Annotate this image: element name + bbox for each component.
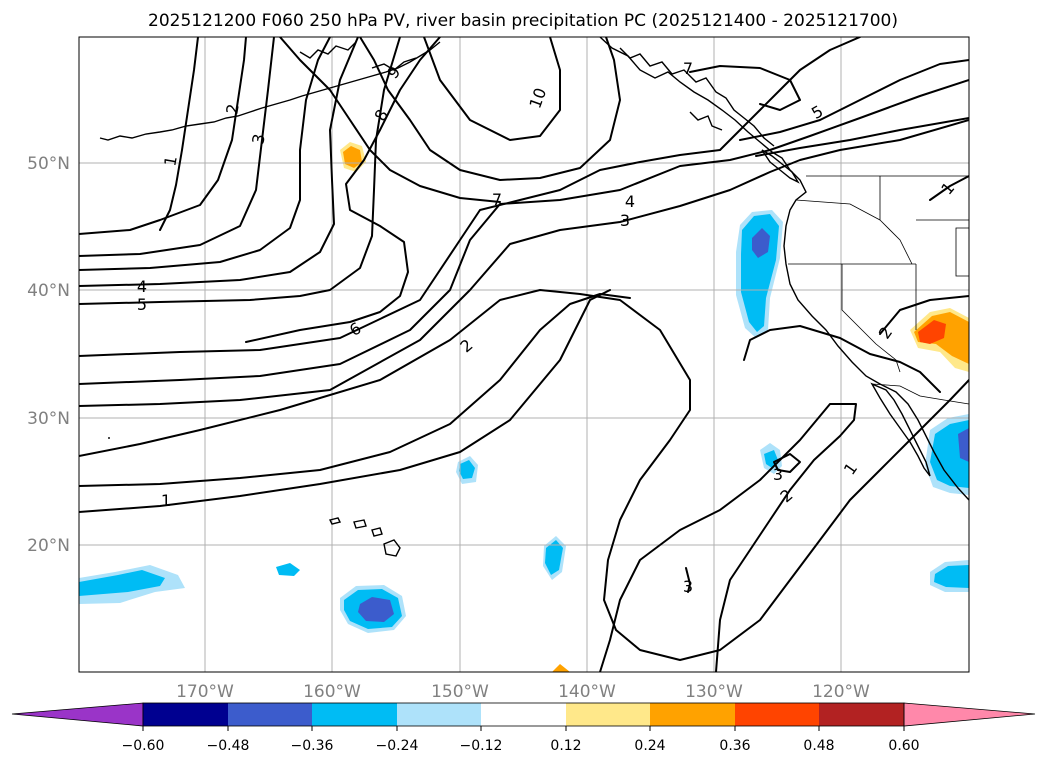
colorbar-cell-3: [312, 703, 397, 726]
contour-9: [359, 37, 621, 181]
lon-label-120w: 120°W: [812, 682, 870, 702]
contour-7-top: [279, 37, 501, 203]
precip-anomaly-small-3: [276, 563, 300, 576]
contour-7: [79, 37, 861, 357]
contour-2-southwest: [879, 295, 969, 335]
gridlines: [79, 37, 969, 672]
colorbar-cell-5: [481, 703, 566, 726]
precip-anomaly-bottom: [552, 664, 570, 672]
coast-north-america: [599, 37, 969, 501]
colorbar-tick-7: 0.36: [719, 738, 750, 754]
colorbar-tick-5: 0.12: [550, 738, 581, 754]
map-frame: [78, 36, 970, 673]
lat-label-40n: 40°N: [27, 281, 70, 301]
lon-label-150w: 150°W: [431, 682, 489, 702]
colorbar-tick-8: 0.48: [803, 738, 834, 754]
contour-label-3-tiny: 3: [683, 577, 693, 596]
political-borders: [788, 175, 969, 405]
contour-3: [79, 119, 969, 407]
colorbar-tick-2: −0.36: [291, 738, 334, 754]
coast-aleutians: [99, 41, 441, 141]
contour-1-mid: [79, 293, 631, 487]
contour-1-west: [159, 37, 199, 231]
contour-10: [423, 37, 561, 141]
colorbar-tick-3: −0.24: [376, 738, 419, 754]
figure-title: 2025121200 F060 250 hPa PV, river basin …: [148, 11, 898, 31]
colorbar-tick-0: −0.60: [122, 738, 165, 754]
contour-label-4-east: 4: [625, 192, 635, 211]
lon-label-140w: 140°W: [558, 682, 616, 702]
contour-label-2-west: 2: [222, 102, 242, 115]
colorbar-cell-2: [228, 703, 312, 726]
lat-label-20n: 20°N: [27, 536, 70, 556]
coast-vancouver-island: [761, 149, 800, 184]
colorbar-tick-6: 0.24: [634, 738, 665, 754]
contour-3-tiny: [685, 567, 691, 593]
colorbar-frame: [142, 702, 905, 727]
contour-label-3-small: 3: [773, 465, 783, 484]
longitude-labels: 170°W 160°W 150°W 140°W 130°W 120°W: [176, 682, 870, 702]
contour-1-east: [599, 403, 857, 672]
border-ca-nv: [841, 264, 901, 373]
latitude-labels: 50°N 40°N 30°N 20°N: [27, 154, 70, 556]
colorbar-cell-4: [397, 703, 481, 726]
contour-4-east: [755, 117, 969, 157]
colorbar-cell-0: [11, 702, 144, 727]
contour-2-mid: [79, 289, 969, 661]
coastlines: [99, 37, 969, 557]
contour-label-1-west: 1: [160, 154, 180, 167]
contour-3-west: [79, 37, 275, 257]
contour-5: [79, 37, 359, 287]
contour-label-5: 5: [137, 295, 147, 314]
contour-label-3: 3: [620, 211, 630, 230]
colorbar-tick-4: −0.12: [460, 738, 503, 754]
lon-label-130w: 130°W: [685, 682, 743, 702]
contour-6: [245, 37, 441, 343]
border-us-mexico: [871, 383, 969, 405]
lon-label-170w: 170°W: [176, 682, 234, 702]
map-background: [79, 37, 969, 672]
pv-contours: [79, 37, 969, 672]
contour-7-alaska: [689, 65, 801, 111]
colorbar-cell-8: [735, 703, 819, 726]
contour-5b: [79, 37, 401, 305]
colorbar-cell-1: [143, 703, 228, 726]
contour-label-1-low: 1: [161, 491, 171, 510]
contour-1-low: [79, 289, 611, 513]
lat-label-50n: 50°N: [27, 154, 70, 174]
colorbar: −0.60 −0.48 −0.36 −0.24 −0.12 0.12 0.24 …: [11, 702, 1036, 754]
contour-4: [79, 37, 331, 271]
contour-label-7-alaska: 7: [683, 59, 693, 78]
colorbar-cell-9: [819, 703, 904, 726]
coast-baja: [870, 382, 931, 477]
colorbar-tick-1: −0.48: [207, 738, 250, 754]
coast-hawaii: [328, 517, 342, 525]
contour-3-small: [773, 453, 801, 473]
lat-label-30n: 30°N: [27, 409, 70, 429]
colorbar-ticks: [142, 726, 905, 731]
contour-2-west: [79, 37, 247, 235]
colorbar-tick-9: 0.60: [888, 738, 919, 754]
colorbar-cell-6: [566, 703, 650, 726]
colorbar-cell-7: [650, 703, 735, 726]
contour-2-east: [743, 325, 941, 393]
colorbar-cell-10: [903, 702, 1036, 727]
contour-1-farcorner: [929, 175, 969, 201]
lon-label-160w: 160°W: [303, 682, 361, 702]
contour-label-3-west: 3: [248, 132, 268, 145]
border-id: [879, 176, 913, 265]
contour-label-7: 7: [492, 190, 502, 209]
contour-8: [79, 79, 969, 385]
contour-5-east: [739, 59, 969, 141]
contour-label-4: 4: [137, 277, 147, 296]
